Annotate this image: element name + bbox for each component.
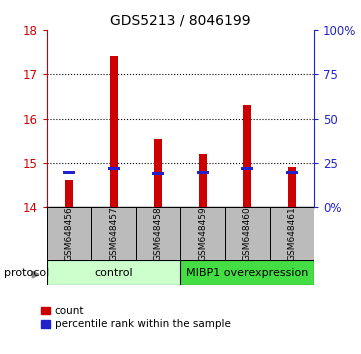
Bar bbox=[65, 180, 73, 207]
Bar bbox=[47, 207, 91, 260]
Bar bbox=[47, 260, 180, 285]
Bar bbox=[197, 171, 209, 174]
Bar bbox=[63, 171, 75, 174]
Bar bbox=[91, 207, 136, 260]
Text: GSM648458: GSM648458 bbox=[154, 206, 163, 261]
Bar bbox=[154, 138, 162, 207]
Bar bbox=[243, 105, 251, 207]
Text: GSM648459: GSM648459 bbox=[198, 206, 207, 261]
Text: GSM648461: GSM648461 bbox=[287, 206, 296, 261]
Text: control: control bbox=[95, 268, 133, 278]
Bar bbox=[180, 260, 314, 285]
Bar bbox=[110, 56, 118, 207]
Bar bbox=[286, 171, 298, 174]
Bar bbox=[136, 207, 180, 260]
Text: protocol: protocol bbox=[4, 268, 49, 278]
Bar bbox=[108, 167, 120, 170]
Title: GDS5213 / 8046199: GDS5213 / 8046199 bbox=[110, 13, 251, 28]
Bar bbox=[199, 154, 207, 207]
Text: MIBP1 overexpression: MIBP1 overexpression bbox=[186, 268, 308, 278]
Bar bbox=[152, 172, 164, 176]
Bar bbox=[270, 207, 314, 260]
Bar bbox=[225, 207, 270, 260]
Legend: count, percentile rank within the sample: count, percentile rank within the sample bbox=[41, 306, 231, 329]
Bar bbox=[180, 207, 225, 260]
Bar bbox=[241, 167, 253, 170]
Text: GSM648457: GSM648457 bbox=[109, 206, 118, 261]
Text: GSM648460: GSM648460 bbox=[243, 206, 252, 261]
Text: GSM648456: GSM648456 bbox=[65, 206, 74, 261]
Bar bbox=[288, 167, 296, 207]
